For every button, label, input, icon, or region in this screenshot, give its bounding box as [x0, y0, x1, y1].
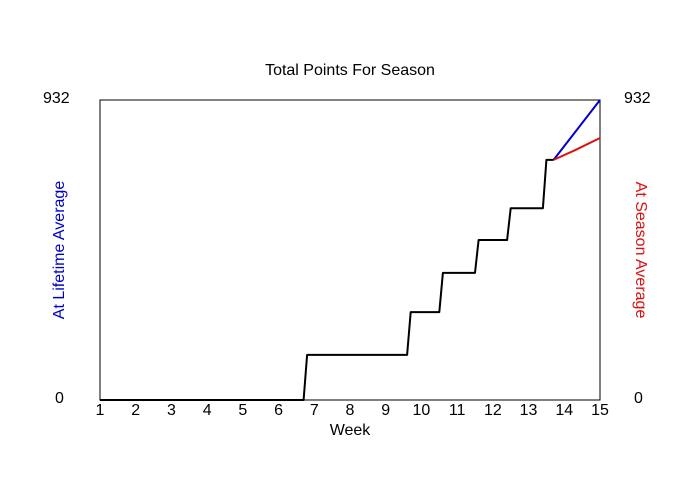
- y-right-max-label: 932: [624, 90, 651, 107]
- y-right-min-label: 0: [634, 390, 643, 407]
- x-axis-title: Week: [329, 422, 371, 439]
- series-line-actual-total-points: [100, 158, 554, 401]
- y-left-min-label: 0: [55, 390, 64, 407]
- x-tick-label: 8: [345, 402, 355, 419]
- x-tick-label: 9: [381, 402, 391, 419]
- x-tick-label: 14: [555, 402, 574, 419]
- x-tick-label: 2: [131, 402, 141, 419]
- y-left-max-label: 932: [43, 90, 70, 107]
- chart-title: Total Points For Season: [265, 62, 435, 79]
- x-tick-label: 1: [95, 402, 105, 419]
- series-layer: [100, 99, 601, 401]
- x-tick-label: 12: [483, 402, 502, 419]
- x-tick-label: 10: [412, 402, 431, 419]
- x-tick-label: 15: [591, 402, 609, 419]
- series-line-at-lifetime-average: [552, 99, 601, 161]
- x-tick-label: 5: [238, 402, 248, 419]
- plot-frame: [99, 99, 601, 401]
- x-tick-label: 11: [448, 402, 466, 419]
- series-line-at-season-average: [553, 137, 601, 161]
- x-tick-label: 7: [309, 402, 319, 419]
- x-tick-label: 6: [274, 402, 284, 419]
- x-tick-label: 3: [166, 402, 176, 419]
- x-tick-label: 13: [519, 402, 538, 419]
- x-tick-label: 4: [202, 402, 212, 419]
